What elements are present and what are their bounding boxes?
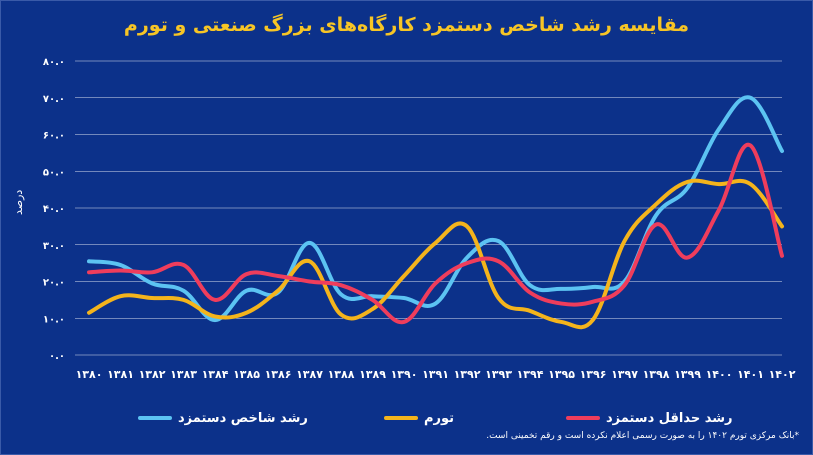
footnote: *بانک مرکزی تورم ۱۴۰۲ را به صورت رسمی اع… — [486, 431, 799, 441]
legend-label-inflation: تورم — [424, 410, 455, 426]
y-tick-label: ۲۰.۰ — [43, 278, 65, 289]
legend-label-min-wage: رشد حداقل دستمزد — [606, 410, 733, 426]
x-tick-label: ۱۳۹۶ — [580, 368, 607, 381]
series-line-wage-index — [87, 95, 784, 323]
y-tick-label: ۳۰.۰ — [43, 241, 65, 252]
x-tick-label: ۱۳۸۱ — [107, 368, 134, 381]
x-tick-label: ۱۳۹۷ — [611, 368, 638, 381]
legend-item-inflation: تورم — [384, 407, 454, 429]
y-tick-label: ۵۰.۰ — [43, 167, 65, 178]
legend-swatch-wage-index — [138, 416, 172, 420]
x-tick-label: ۱۳۸۷ — [296, 368, 323, 381]
y-tick-label: ۷۰.۰ — [43, 94, 65, 105]
x-tick-label: ۱۳۹۸ — [643, 368, 670, 381]
y-tick-label: ۰.۰ — [49, 351, 65, 362]
x-tick-label: ۱۳۸۴ — [202, 368, 229, 381]
y-tick-label: ۶۰.۰ — [43, 131, 65, 142]
x-tick-label: ۱۳۸۶ — [265, 368, 292, 381]
legend-swatch-min-wage — [566, 416, 600, 420]
y-tick-label: ۱۰.۰ — [43, 314, 65, 325]
y-tick-label: ۸۰.۰ — [43, 57, 65, 68]
legend-swatch-inflation — [384, 416, 418, 420]
legend: رشد شاخص دستمزد تورم رشد حداقل دستمزد — [0, 407, 813, 429]
x-tick-label: ۱۳۹۰ — [391, 368, 418, 381]
x-tick-label: ۱۳۹۴ — [517, 368, 544, 381]
legend-item-wage-index: رشد شاخص دستمزد — [138, 407, 308, 429]
y-tick-label: ۴۰.۰ — [43, 204, 65, 215]
x-tick-label: ۱۳۹۳ — [485, 368, 512, 381]
x-tick-label: ۱۳۸۰ — [76, 368, 103, 381]
legend-label-wage-index: رشد شاخص دستمزد — [178, 410, 308, 426]
x-tick-label: ۱۳۸۳ — [170, 368, 197, 381]
x-tick-label: ۱۴۰۱ — [737, 368, 764, 381]
x-tick-label: ۱۳۹۲ — [454, 368, 481, 381]
x-tick-label: ۱۳۸۲ — [139, 368, 166, 381]
series-line-min-wage — [87, 142, 784, 325]
legend-item-min-wage: رشد حداقل دستمزد — [566, 407, 733, 429]
x-tick-label: ۱۳۸۵ — [233, 368, 260, 381]
x-tick-label: ۱۳۹۹ — [674, 368, 701, 381]
x-tick-label: ۱۳۹۵ — [548, 368, 575, 381]
x-tick-label: ۱۴۰۰ — [706, 368, 733, 381]
x-tick-label: ۱۳۸۹ — [359, 368, 386, 381]
series-line-inflation — [87, 178, 784, 330]
x-tick-label: ۱۴۰۲ — [769, 368, 796, 381]
x-tick-label: ۱۳۹۱ — [422, 368, 449, 381]
x-tick-label: ۱۳۸۸ — [328, 368, 355, 381]
chart-title: مقایسه رشد شاخص دستمزد کارگاه‌های بزرگ ص… — [123, 14, 690, 36]
